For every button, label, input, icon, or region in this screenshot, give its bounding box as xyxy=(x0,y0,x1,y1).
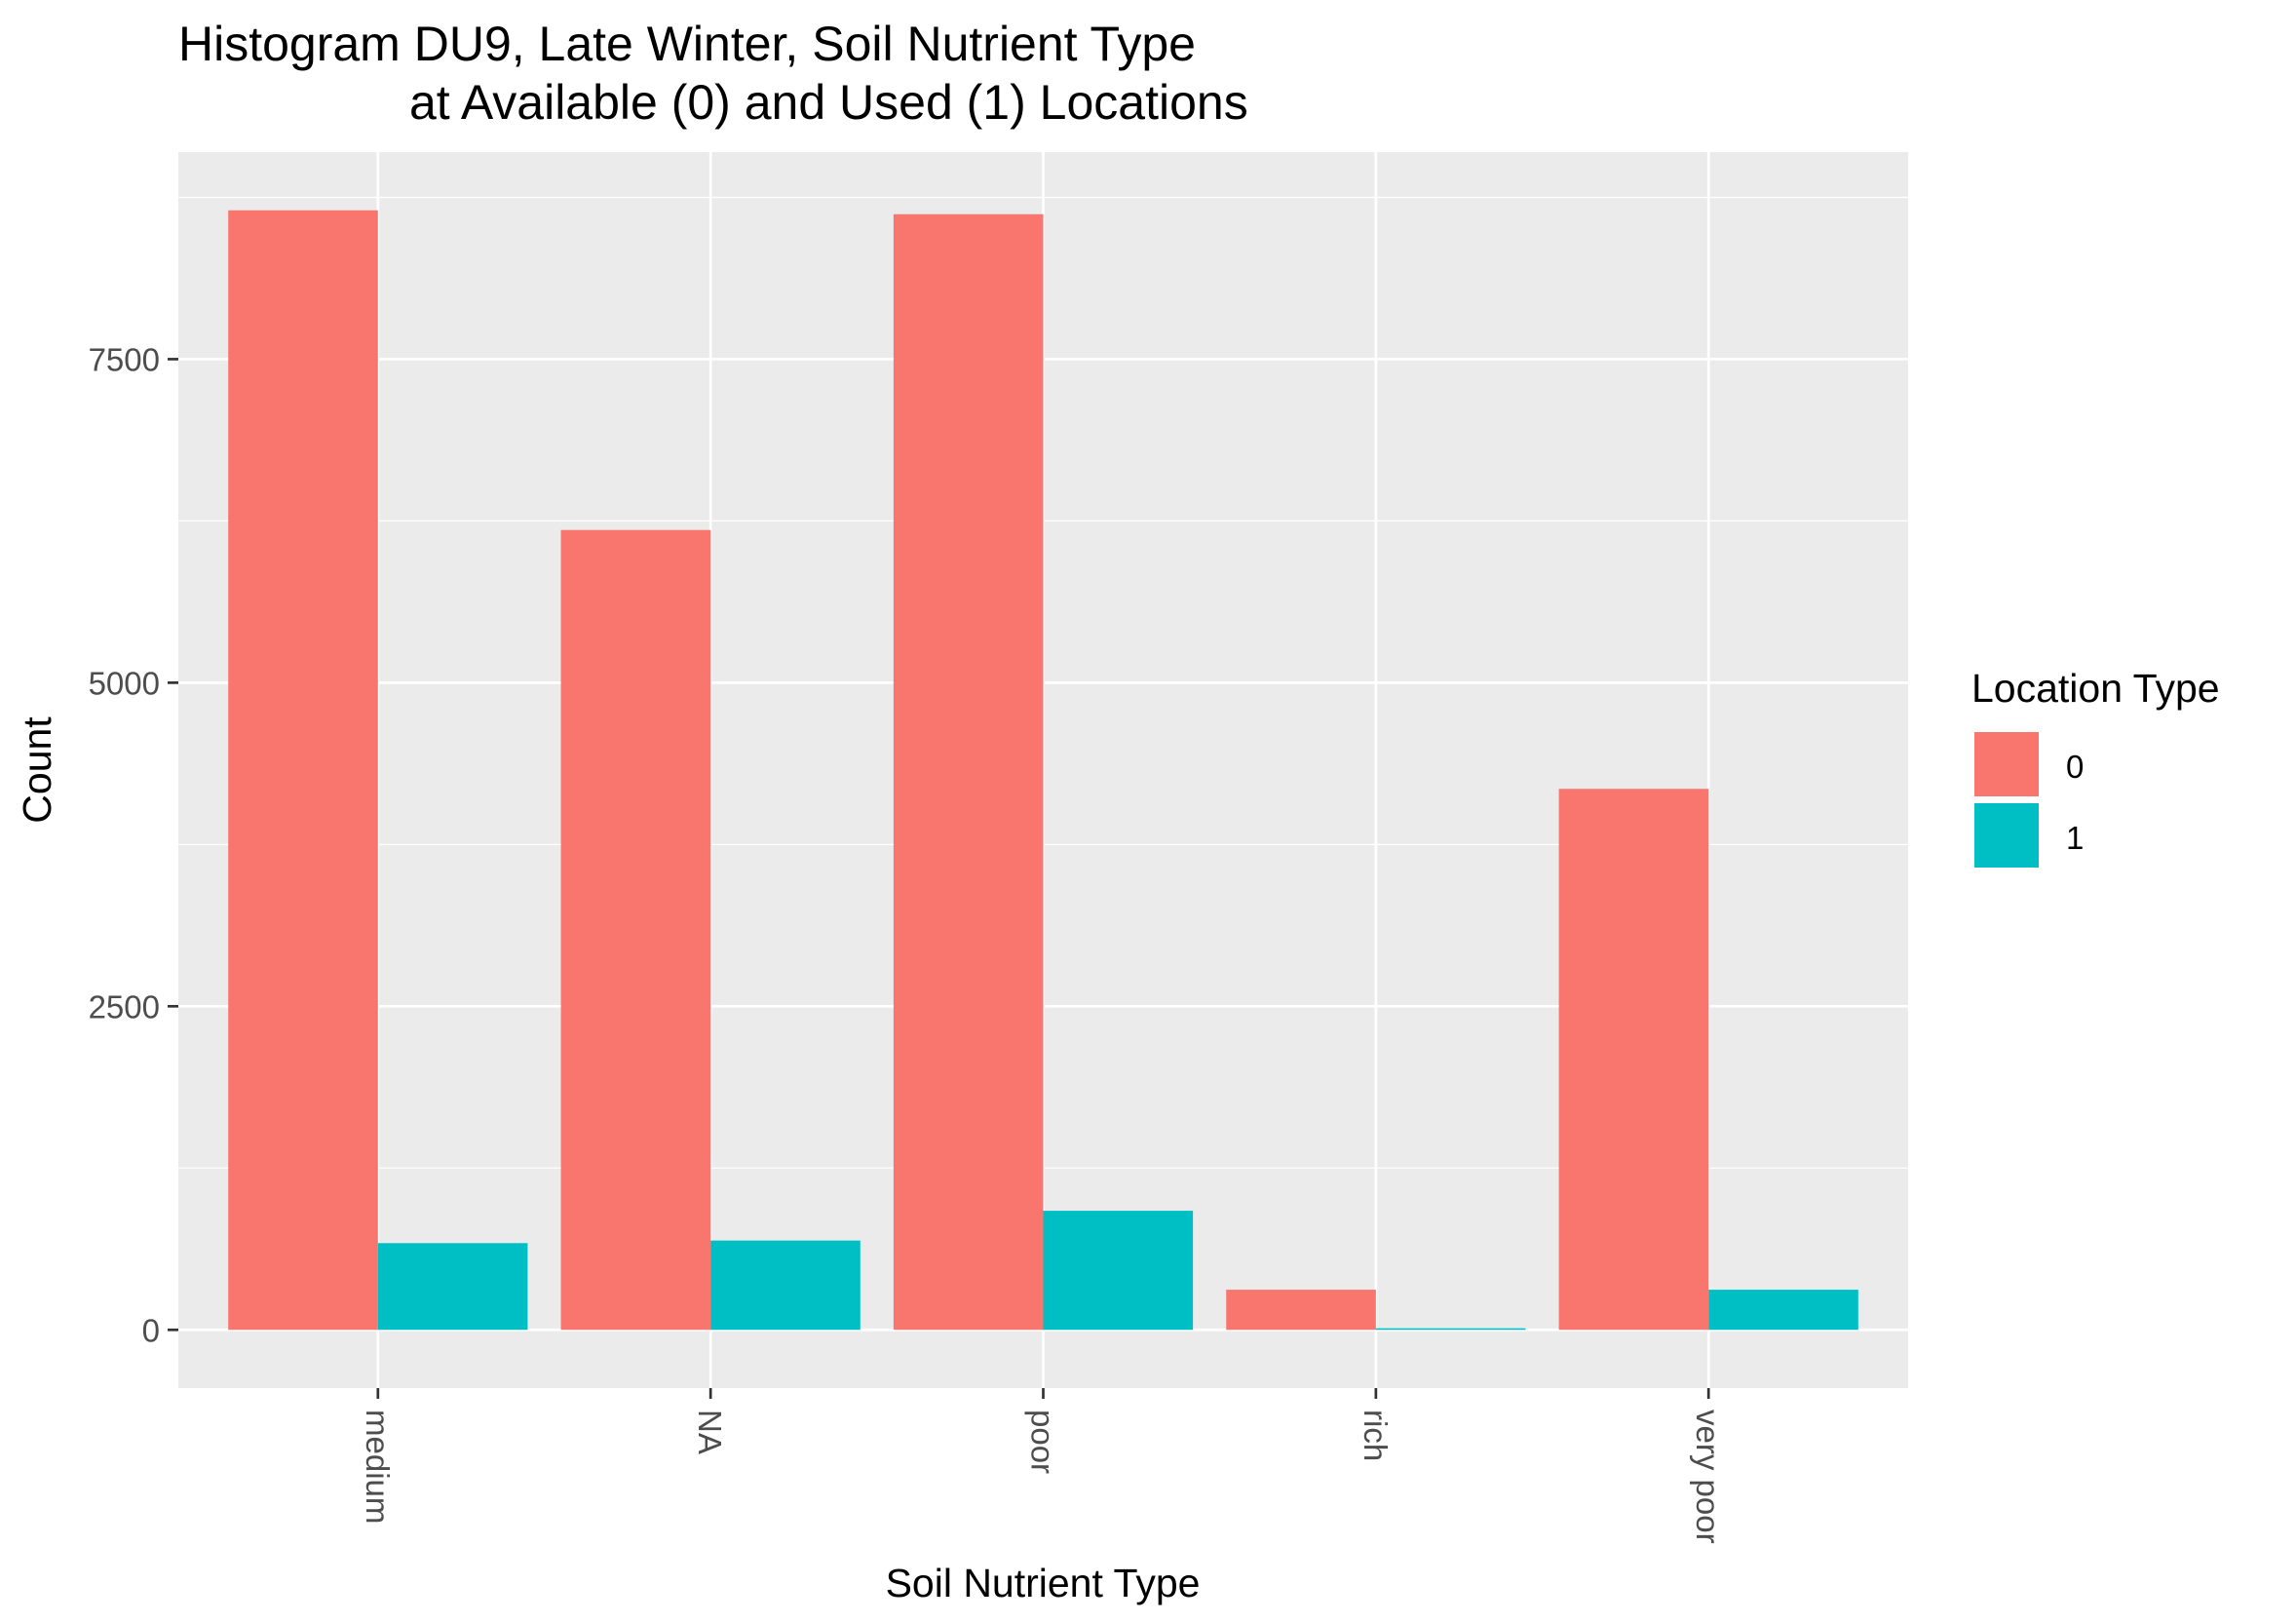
legend-title: Location Type xyxy=(1971,666,2220,711)
bar-medium-series-1 xyxy=(377,1243,528,1331)
chart-title-line-2: at Available (0) and Used (1) Locations xyxy=(409,75,1248,130)
x-axis-title: Soil Nutrient Type xyxy=(886,1561,1201,1605)
bar-rich-series-0 xyxy=(1226,1290,1376,1331)
bars xyxy=(228,210,1858,1331)
chart-title-line-1: Histogram DU9, Late Winter, Soil Nutrien… xyxy=(178,17,1196,71)
y-axis-title: Count xyxy=(15,716,59,824)
x-tick-label: poor xyxy=(1025,1410,1061,1474)
x-tick-label: rich xyxy=(1358,1410,1394,1461)
bar-poor-series-1 xyxy=(1043,1211,1194,1331)
legend-key-1 xyxy=(1974,803,2039,868)
x-tick-label: very poor xyxy=(1690,1410,1726,1544)
legend-key-0 xyxy=(1974,732,2039,796)
bar-NA-series-1 xyxy=(710,1240,861,1331)
bar-very-poor-series-0 xyxy=(1558,789,1709,1331)
legend-label-1: 1 xyxy=(2066,820,2084,856)
bar-NA-series-0 xyxy=(560,529,711,1331)
bar-very-poor-series-1 xyxy=(1708,1290,1858,1331)
x-axis: medium NA poor rich very poor xyxy=(360,1388,1726,1544)
x-tick-label: medium xyxy=(360,1410,396,1524)
bar-poor-series-0 xyxy=(893,213,1044,1331)
y-axis: 0 2500 5000 7500 xyxy=(89,341,178,1348)
y-tick-label: 5000 xyxy=(89,665,160,701)
bar-medium-series-0 xyxy=(228,210,378,1331)
bar-rich-series-1 xyxy=(1375,1328,1526,1331)
y-tick-label: 0 xyxy=(142,1312,160,1348)
legend-label-0: 0 xyxy=(2066,749,2084,785)
y-tick-label: 2500 xyxy=(89,988,160,1024)
y-tick-label: 7500 xyxy=(89,341,160,377)
x-tick-label: NA xyxy=(692,1410,728,1454)
legend: Location Type 0 1 xyxy=(1971,666,2220,868)
